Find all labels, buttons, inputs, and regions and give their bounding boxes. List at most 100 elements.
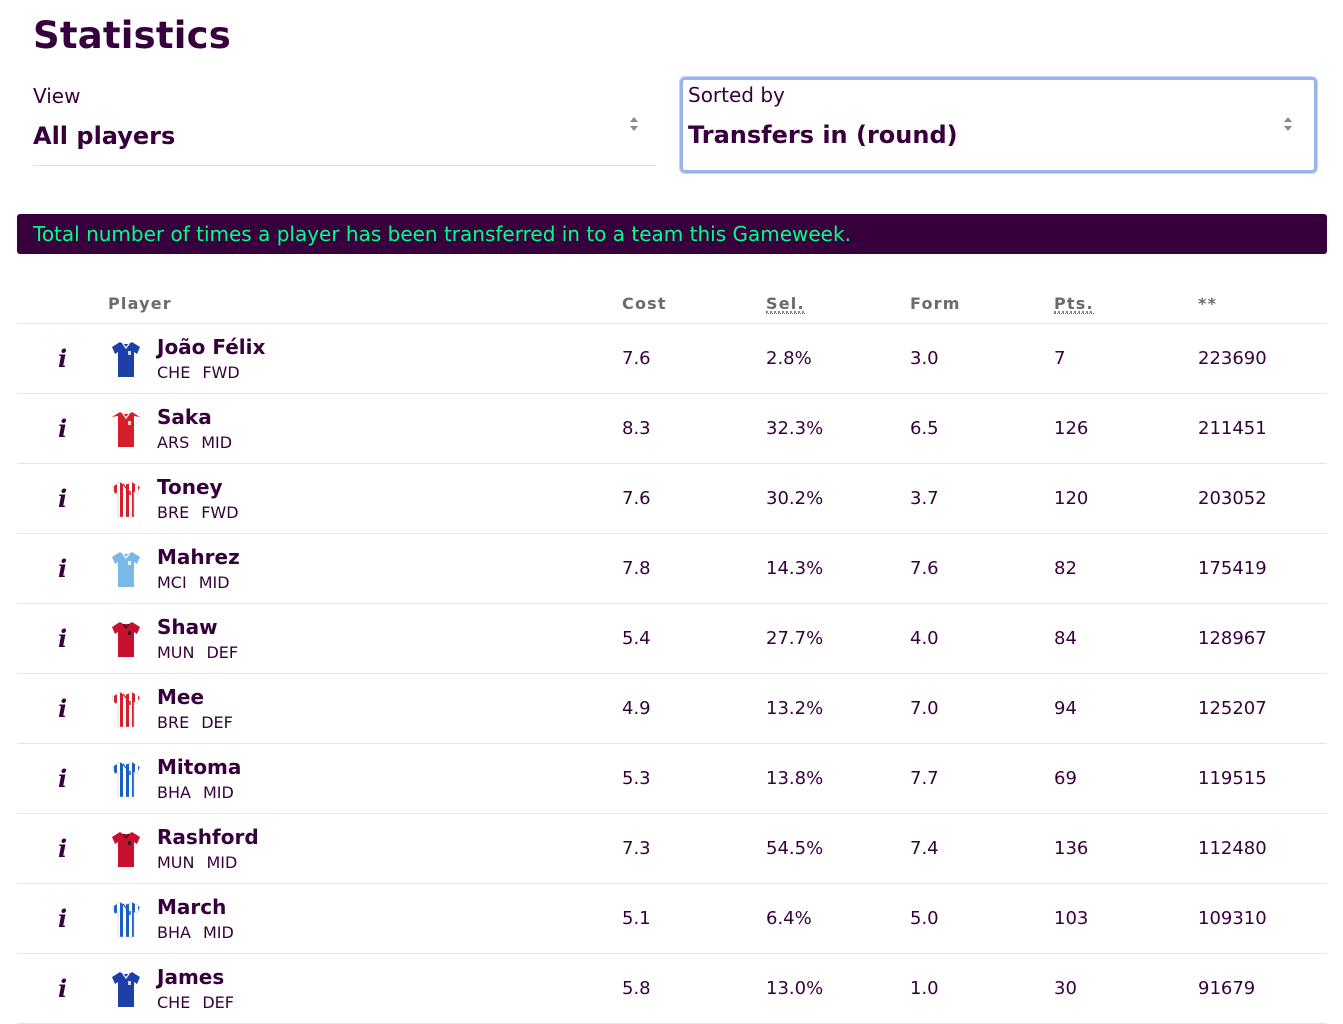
table-row: i Mahrez MCI MID 7.8 14.3% 7.6 82 175419 [17,533,1327,604]
cost-cell: 7.6 [622,323,766,394]
header-info [17,284,108,324]
transfers-in-cell: 125207 [1198,673,1327,744]
info-cell: i [17,533,108,604]
player-name[interactable]: Rashford [157,824,259,849]
player-name[interactable]: João Félix [157,334,266,359]
player-cell[interactable]: James CHE DEF [108,953,622,1024]
sort-select-label: Sorted by [688,83,785,107]
form-cell: 5.0 [910,883,1054,954]
form-cell: 7.7 [910,743,1054,814]
table-row: i João Félix CHE FWD 7.6 2.8% 3.0 7 223690 [17,323,1327,394]
player-cell[interactable]: João Félix CHE FWD [108,323,622,394]
player-info: Mitoma BHA MID [108,754,622,804]
player-text: Mitoma BHA MID [157,754,241,804]
info-icon[interactable]: i [57,554,68,583]
player-cell[interactable]: Rashford MUN MID [108,813,622,884]
player-position: FWD [201,502,239,522]
player-name[interactable]: Toney [157,474,223,499]
player-name[interactable]: Saka [157,404,212,429]
selected-by-cell: 13.8% [766,743,910,814]
player-cell[interactable]: Mee BRE DEF [108,673,622,744]
player-position: MID [198,572,230,592]
player-meta: MCI MID [157,572,240,594]
cost-cell: 8.3 [622,393,766,464]
player-team: BHA [157,782,191,802]
table-row: i March BHA MID 5.1 6.4% 5.0 103 109310 [17,883,1327,954]
info-icon[interactable]: i [57,484,68,513]
player-text: Mahrez MCI MID [157,544,240,594]
form-cell: 7.6 [910,533,1054,604]
player-name[interactable]: Mahrez [157,544,240,569]
table-row: i Rashford MUN MID 7.3 54.5% 7.4 136 112480 [17,813,1327,884]
form-cell: 4.0 [910,603,1054,674]
info-icon[interactable]: i [57,694,68,723]
points-cell: 30 [1054,953,1198,1024]
player-cell[interactable]: Mahrez MCI MID [108,533,622,604]
header-pts[interactable]: Pts. [1054,284,1198,324]
info-cell: i [17,953,108,1024]
player-meta: ARS MID [157,432,232,454]
player-cell[interactable]: Toney BRE FWD [108,463,622,534]
form-cell: 3.0 [910,323,1054,394]
header-sel-label: Sel. [766,294,805,314]
info-icon[interactable]: i [57,764,68,793]
transfers-in-cell: 128967 [1198,603,1327,674]
form-cell: 6.5 [910,393,1054,464]
transfers-in-cell: 112480 [1198,813,1327,884]
page-title: Statistics [33,14,232,57]
view-select-value[interactable]: All players [33,122,176,150]
form-cell: 3.7 [910,463,1054,534]
player-cell[interactable]: Shaw MUN DEF [108,603,622,674]
info-icon[interactable]: i [57,904,68,933]
cost-cell: 7.6 [622,463,766,534]
info-icon[interactable]: i [57,834,68,863]
sort-select[interactable]: Sorted by Transfers in (round) [680,77,1317,173]
player-name[interactable]: James [157,964,225,989]
info-icon[interactable]: i [57,974,68,1003]
player-name[interactable]: Mee [157,684,205,709]
view-select[interactable]: View All players [33,80,656,166]
player-team: MUN [157,852,195,872]
player-meta: BRE DEF [157,712,233,734]
team-shirt-icon [112,551,140,587]
player-position: MID [206,852,238,872]
team-shirt-icon [112,411,140,447]
header-stat[interactable]: ** [1198,284,1327,324]
player-position: DEF [201,712,233,732]
player-name[interactable]: Shaw [157,614,218,639]
player-text: James CHE DEF [157,964,234,1014]
points-cell: 120 [1054,463,1198,534]
player-position: FWD [202,362,240,382]
info-cell: i [17,323,108,394]
sort-select-value[interactable]: Transfers in (round) [688,121,958,149]
team-shirt-icon [112,831,140,867]
player-name[interactable]: March [157,894,227,919]
player-cell[interactable]: March BHA MID [108,883,622,954]
player-name[interactable]: Mitoma [157,754,242,779]
player-info: Mahrez MCI MID [108,544,622,594]
table-row: i Toney BRE FWD 7.6 30.2% 3.7 120 203052 [17,463,1327,534]
header-form[interactable]: Form [910,284,1054,324]
header-cost[interactable]: Cost [622,284,766,324]
header-pts-label: Pts. [1054,294,1094,314]
selected-by-cell: 13.2% [766,673,910,744]
table-row: i Saka ARS MID 8.3 32.3% 6.5 126 211451 [17,393,1327,464]
player-position: MID [202,782,234,802]
info-cell: i [17,883,108,954]
info-icon[interactable]: i [57,344,68,373]
player-cell[interactable]: Mitoma BHA MID [108,743,622,814]
info-icon[interactable]: i [57,624,68,653]
table-header-row: Player Cost Sel. Form Pts. ** [17,284,1327,324]
selected-by-cell: 2.8% [766,323,910,394]
player-cell[interactable]: Saka ARS MID [108,393,622,464]
points-cell: 84 [1054,603,1198,674]
header-sel[interactable]: Sel. [766,284,910,324]
cost-cell: 5.1 [622,883,766,954]
header-player[interactable]: Player [108,284,622,324]
player-position: DEF [206,642,239,662]
selected-by-cell: 6.4% [766,883,910,954]
player-info: James CHE DEF [108,964,622,1014]
info-icon[interactable]: i [57,414,68,443]
player-team: BHA [157,922,191,942]
stats-table: Player Cost Sel. Form Pts. ** i João Féli… [17,284,1327,1024]
